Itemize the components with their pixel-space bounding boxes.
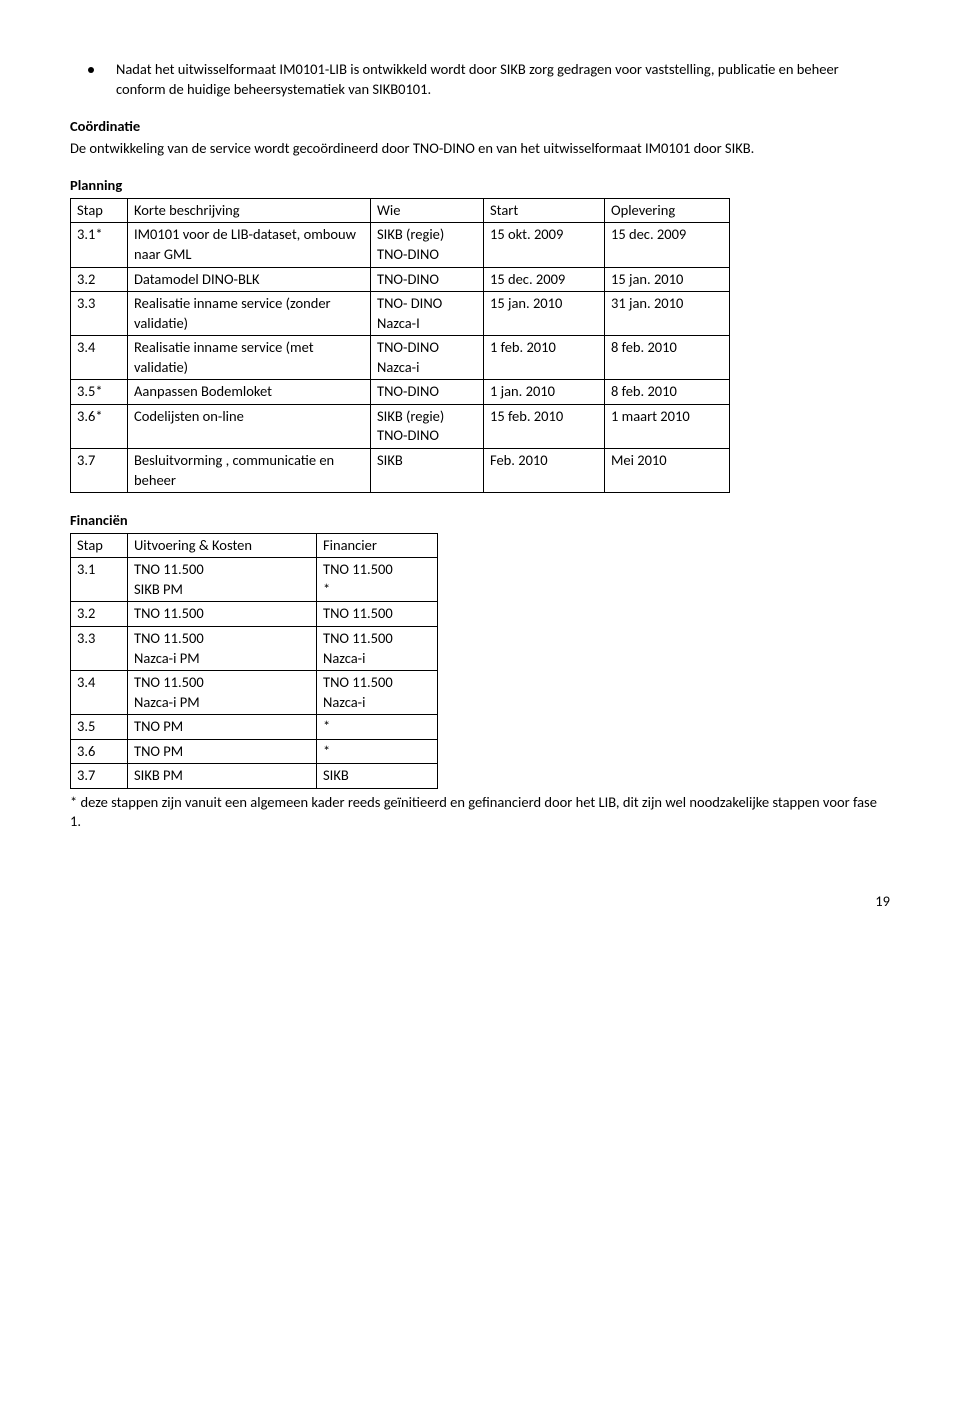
cell: Feb. 2010 <box>484 449 605 493</box>
cell: * <box>317 739 438 764</box>
table-header-row: Stap Uitvoering & Kosten Financier <box>71 533 438 558</box>
cell: TNO 11.500Nazca-i <box>317 671 438 715</box>
cell: SIKB PM <box>128 764 317 789</box>
cell: SIKB (regie)TNO-DINO <box>371 404 484 448</box>
finance-table: Stap Uitvoering & Kosten Financier 3.1 T… <box>70 533 438 789</box>
cell: TNO 11.500SIKB PM <box>128 558 317 602</box>
cell: * <box>317 715 438 740</box>
cell: 1 feb. 2010 <box>484 336 605 380</box>
table-row: 3.3 TNO 11.500Nazca-i PM TNO 11.500Nazca… <box>71 626 438 670</box>
cell: 8 feb. 2010 <box>605 380 730 405</box>
cell: 3.2 <box>71 267 128 292</box>
coord-heading: Coördinatie <box>70 117 890 137</box>
bullet-icon <box>88 67 94 73</box>
cell: 15 dec. 2009 <box>484 267 605 292</box>
th-wie: Wie <box>371 198 484 223</box>
coord-body: De ontwikkeling van de service wordt gec… <box>70 139 890 159</box>
cell: TNO 11.500Nazca-i PM <box>128 671 317 715</box>
cell: Mei 2010 <box>605 449 730 493</box>
cell: TNO PM <box>128 739 317 764</box>
cell: TNO- DINONazca-I <box>371 292 484 336</box>
table-row: 3.2 TNO 11.500 TNO 11.500 <box>71 602 438 627</box>
cell: SIKB <box>317 764 438 789</box>
cell: 3.5 <box>71 715 128 740</box>
th-start: Start <box>484 198 605 223</box>
finance-heading: Financiën <box>70 511 890 531</box>
cell: 1 jan. 2010 <box>484 380 605 405</box>
cell: 3.4 <box>71 336 128 380</box>
page-number: 19 <box>70 892 890 912</box>
cell: 3.4 <box>71 671 128 715</box>
cell: SIKB (regie)TNO-DINO <box>371 223 484 267</box>
table-row: 3.6 TNO PM * <box>71 739 438 764</box>
cell: TNO 11.500 <box>317 602 438 627</box>
table-row: 3.4 TNO 11.500Nazca-i PM TNO 11.500Nazca… <box>71 671 438 715</box>
cell: TNO 11.500 <box>128 602 317 627</box>
cell: 3.3 <box>71 292 128 336</box>
cell: 3.2 <box>71 602 128 627</box>
cell: 3.7 <box>71 764 128 789</box>
cell: 3.6* <box>71 404 128 448</box>
table-row: 3.6* Codelijsten on-line SIKB (regie)TNO… <box>71 404 730 448</box>
planning-heading: Planning <box>70 176 890 196</box>
th-beschrijving: Korte beschrijving <box>128 198 371 223</box>
cell: 3.6 <box>71 739 128 764</box>
table-row: 3.1* IM0101 voor de LIB-dataset, ombouw … <box>71 223 730 267</box>
cell: 3.7 <box>71 449 128 493</box>
cell: IM0101 voor de LIB-dataset, ombouw naar … <box>128 223 371 267</box>
th-oplevering: Oplevering <box>605 198 730 223</box>
th-stap: Stap <box>71 198 128 223</box>
table-row: 3.5 TNO PM * <box>71 715 438 740</box>
planning-table: Stap Korte beschrijving Wie Start Opleve… <box>70 198 730 493</box>
bullet-item: Nadat het uitwisselformaat IM0101-LIB is… <box>70 60 890 99</box>
th-financier: Financier <box>317 533 438 558</box>
cell: 3.1 <box>71 558 128 602</box>
cell: TNO 11.500Nazca-i PM <box>128 626 317 670</box>
table-row: 3.5* Aanpassen Bodemloket TNO-DINO 1 jan… <box>71 380 730 405</box>
cell: 15 feb. 2010 <box>484 404 605 448</box>
table-row: 3.1 TNO 11.500SIKB PM TNO 11.500* <box>71 558 438 602</box>
cell: TNO 11.500* <box>317 558 438 602</box>
cell: 15 dec. 2009 <box>605 223 730 267</box>
table-header-row: Stap Korte beschrijving Wie Start Opleve… <box>71 198 730 223</box>
finance-footnote: * deze stappen zijn vanuit een algemeen … <box>70 793 890 832</box>
bullet-text: Nadat het uitwisselformaat IM0101-LIB is… <box>116 60 890 99</box>
cell: TNO-DINO <box>371 267 484 292</box>
cell: 15 jan. 2010 <box>605 267 730 292</box>
cell: 3.5* <box>71 380 128 405</box>
cell: 3.1* <box>71 223 128 267</box>
cell: TNO-DINONazca-i <box>371 336 484 380</box>
cell: Realisatie inname service (met validatie… <box>128 336 371 380</box>
cell: Besluitvorming , communicatie en beheer <box>128 449 371 493</box>
cell: TNO PM <box>128 715 317 740</box>
th-stap: Stap <box>71 533 128 558</box>
cell: Realisatie inname service (zonder valida… <box>128 292 371 336</box>
cell: 31 jan. 2010 <box>605 292 730 336</box>
cell: 3.3 <box>71 626 128 670</box>
cell: 1 maart 2010 <box>605 404 730 448</box>
table-row: 3.4 Realisatie inname service (met valid… <box>71 336 730 380</box>
cell: TNO 11.500Nazca-i <box>317 626 438 670</box>
th-uitvoering: Uitvoering & Kosten <box>128 533 317 558</box>
cell: SIKB <box>371 449 484 493</box>
cell: Aanpassen Bodemloket <box>128 380 371 405</box>
cell: TNO-DINO <box>371 380 484 405</box>
table-row: 3.3 Realisatie inname service (zonder va… <box>71 292 730 336</box>
table-row: 3.7 SIKB PM SIKB <box>71 764 438 789</box>
cell: 15 okt. 2009 <box>484 223 605 267</box>
cell: Datamodel DINO-BLK <box>128 267 371 292</box>
cell: 8 feb. 2010 <box>605 336 730 380</box>
table-row: 3.7 Besluitvorming , communicatie en beh… <box>71 449 730 493</box>
cell: Codelijsten on-line <box>128 404 371 448</box>
table-row: 3.2 Datamodel DINO-BLK TNO-DINO 15 dec. … <box>71 267 730 292</box>
cell: 15 jan. 2010 <box>484 292 605 336</box>
